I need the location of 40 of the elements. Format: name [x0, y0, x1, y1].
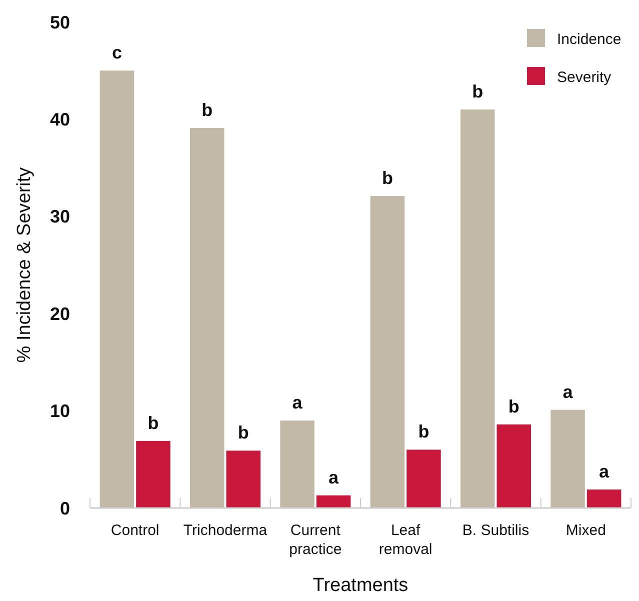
x-axis-title: Treatments: [312, 575, 408, 596]
legend-label: Incidence: [557, 31, 622, 48]
y-tick-label: 50: [50, 12, 70, 32]
x-tick-label: Mixed: [566, 522, 606, 539]
x-tick-label: Trichoderma: [183, 522, 268, 539]
annotation: b: [508, 396, 520, 416]
x-tick-label: Current practice: [289, 522, 342, 558]
annotation: b: [472, 81, 484, 102]
y-tick-label: 30: [50, 206, 70, 227]
bar: [136, 440, 170, 508]
annotation: a: [599, 462, 610, 482]
x-tick-label: B. Subtilis: [462, 522, 530, 539]
annotation: a: [562, 382, 574, 402]
legend-label: Severity: [557, 69, 612, 86]
y-tick-label: 20: [50, 304, 70, 324]
bar: [550, 410, 585, 508]
bar: [190, 128, 224, 508]
y-tick-label: 40: [50, 110, 70, 130]
annotation: a: [292, 392, 304, 413]
annotation: c: [112, 42, 122, 63]
annotation: b: [202, 100, 213, 120]
annotation: b: [418, 422, 430, 442]
x-tick-label: Leaf removal: [378, 522, 432, 558]
bar: [280, 420, 314, 508]
annotation: b: [148, 412, 159, 433]
bar: [586, 490, 622, 508]
bar: [406, 450, 441, 508]
y-tick-label: 10: [50, 401, 70, 422]
bar: [496, 424, 532, 508]
y-tick-label: 0: [60, 498, 70, 518]
bar: [226, 450, 261, 508]
bar: [370, 196, 405, 508]
annotation: b: [382, 168, 393, 188]
bar: [100, 70, 134, 508]
bar: [316, 495, 351, 508]
y-axis-title: % Incidence & Severity: [14, 166, 35, 363]
annotation: b: [238, 422, 249, 443]
annotation: a: [328, 467, 340, 488]
bar: [460, 109, 495, 508]
x-tick-label: Control: [110, 522, 160, 539]
